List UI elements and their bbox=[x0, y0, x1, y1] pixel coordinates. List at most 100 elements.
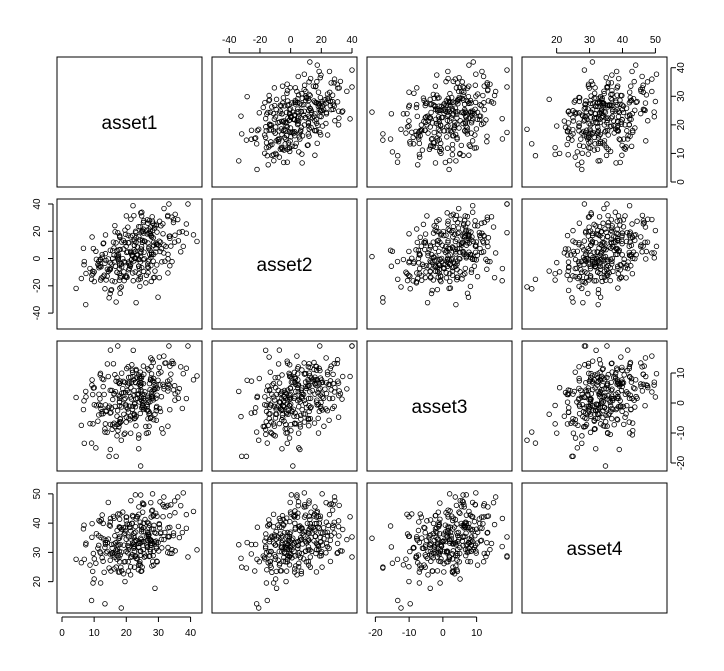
scatter-point bbox=[632, 125, 638, 131]
scatter-point bbox=[620, 403, 627, 410]
scatter-point bbox=[297, 537, 303, 543]
scatter-point bbox=[582, 101, 589, 107]
scatter-point bbox=[327, 537, 334, 544]
scatter-point bbox=[604, 343, 610, 349]
scatter-point bbox=[133, 423, 139, 429]
tick-label: 0 bbox=[288, 35, 294, 46]
scatter-point bbox=[629, 110, 636, 117]
scatter-point bbox=[314, 402, 320, 408]
scatter-point bbox=[330, 501, 336, 508]
scatter-point bbox=[305, 131, 311, 137]
scatter-point bbox=[248, 551, 255, 557]
scatter-point bbox=[297, 399, 303, 405]
scatter-point bbox=[313, 377, 319, 383]
scatter-point bbox=[484, 214, 491, 220]
scatter-point bbox=[642, 402, 648, 409]
scatter-point bbox=[605, 219, 612, 226]
scatter-point bbox=[90, 421, 96, 427]
scatter-point bbox=[312, 520, 318, 527]
scatter-point bbox=[593, 408, 599, 414]
scatter-point bbox=[441, 247, 447, 253]
scatter-point bbox=[615, 231, 621, 238]
scatter-point bbox=[609, 87, 615, 94]
scatter-point bbox=[484, 550, 491, 557]
scatter-point bbox=[621, 372, 627, 378]
scatter-point bbox=[615, 271, 622, 277]
scatter-point bbox=[293, 140, 299, 147]
scatter-point bbox=[279, 533, 286, 539]
scatter-point bbox=[150, 359, 156, 366]
scatter-point bbox=[165, 534, 171, 540]
scatter-point bbox=[298, 536, 305, 543]
scatter-point bbox=[472, 218, 478, 224]
scatter-point bbox=[587, 265, 594, 272]
scatter-point bbox=[262, 402, 268, 408]
scatter-point bbox=[638, 381, 644, 387]
scatter-point bbox=[287, 362, 293, 368]
scatter-point bbox=[612, 209, 619, 215]
scatter-point bbox=[593, 278, 599, 284]
scatter-point bbox=[441, 128, 447, 134]
scatter-point bbox=[106, 295, 112, 301]
scatter-point bbox=[565, 391, 571, 398]
scatter-point bbox=[400, 256, 407, 263]
scatter-point bbox=[556, 150, 563, 157]
scatter-point bbox=[100, 240, 106, 247]
scatter-point bbox=[579, 402, 585, 408]
scatter-point bbox=[324, 529, 331, 535]
scatter-point bbox=[407, 286, 413, 292]
scatter-point bbox=[152, 585, 158, 591]
scatter-point bbox=[270, 432, 277, 438]
scatter-point bbox=[93, 248, 99, 254]
scatter-point bbox=[441, 548, 447, 555]
scatter-point bbox=[480, 559, 487, 565]
scatter-point bbox=[446, 166, 452, 173]
scatter-point bbox=[323, 519, 330, 525]
scatter-point bbox=[80, 526, 87, 532]
scatter-point bbox=[91, 385, 97, 391]
scatter-point bbox=[80, 245, 87, 252]
scatter-point bbox=[320, 525, 327, 531]
scatter-point bbox=[618, 403, 624, 409]
scatter-point bbox=[450, 540, 457, 547]
scatter-point bbox=[406, 259, 412, 266]
scatter-point bbox=[576, 410, 583, 417]
scatter-point bbox=[170, 530, 177, 536]
scatter-point bbox=[418, 514, 425, 520]
scatter-point bbox=[268, 122, 274, 128]
scatter-point bbox=[190, 508, 197, 515]
scatter-point bbox=[449, 264, 456, 271]
panel-frame bbox=[521, 482, 668, 614]
scatter-point bbox=[317, 129, 323, 136]
scatter-point bbox=[121, 531, 127, 537]
scatter-point bbox=[300, 532, 307, 538]
scatter-point bbox=[252, 135, 258, 142]
scatter-point bbox=[427, 242, 434, 249]
scatter-point bbox=[266, 397, 272, 403]
scatter-point bbox=[587, 122, 594, 128]
scatter-point bbox=[146, 226, 152, 232]
panel-asset1-asset4 bbox=[521, 56, 668, 188]
scatter-point bbox=[277, 560, 283, 567]
scatter-point bbox=[324, 95, 331, 101]
scatter-point bbox=[468, 537, 474, 543]
scatter-point bbox=[441, 537, 447, 543]
scatter-point bbox=[438, 150, 444, 156]
scatter-point bbox=[427, 541, 433, 548]
scatter-point bbox=[284, 124, 290, 130]
scatter-point bbox=[157, 530, 164, 537]
scatter-point bbox=[459, 276, 465, 282]
scatter-point bbox=[340, 373, 346, 380]
scatter-point bbox=[110, 550, 116, 556]
scatter-point bbox=[254, 524, 261, 530]
scatter-point bbox=[324, 408, 331, 414]
scatter-point bbox=[623, 389, 630, 395]
scatter-point bbox=[574, 265, 580, 271]
scatter-point bbox=[295, 120, 301, 127]
scatter-point bbox=[133, 239, 139, 246]
scatter-point bbox=[415, 560, 421, 566]
scatter-point bbox=[144, 264, 151, 270]
scatter-point bbox=[614, 246, 620, 253]
scatter-point bbox=[444, 145, 451, 151]
scatter-point bbox=[474, 273, 481, 280]
